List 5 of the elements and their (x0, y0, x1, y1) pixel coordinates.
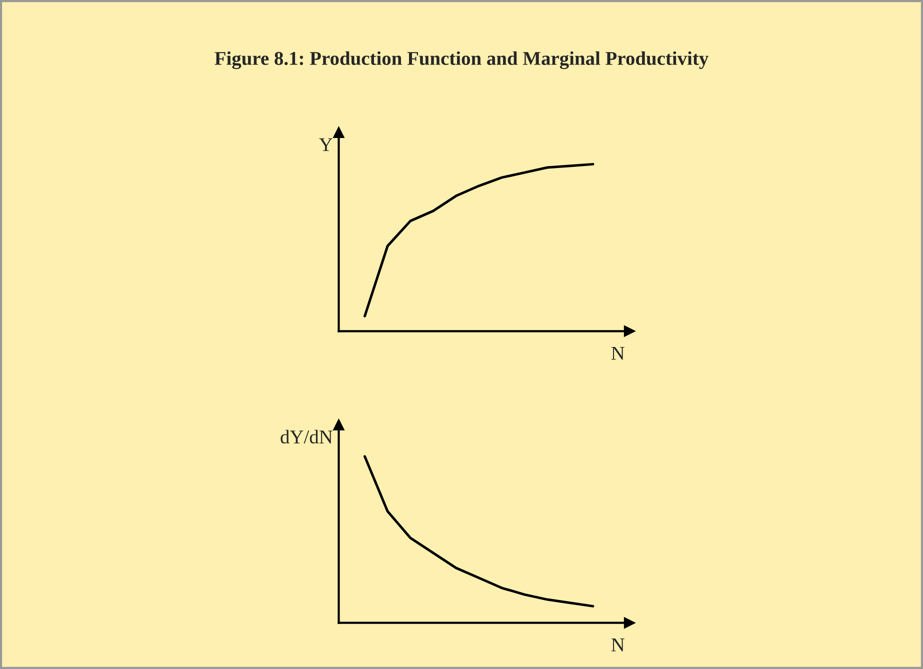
y-axis-title: dY/dN (280, 430, 332, 444)
x-axis-title: N (611, 346, 624, 360)
chart-title: Figure 8.1: Production Function and Marginal Productivity (214, 51, 708, 70)
y-axis-title: Y (319, 138, 332, 152)
x-axis-title: N (611, 638, 624, 652)
